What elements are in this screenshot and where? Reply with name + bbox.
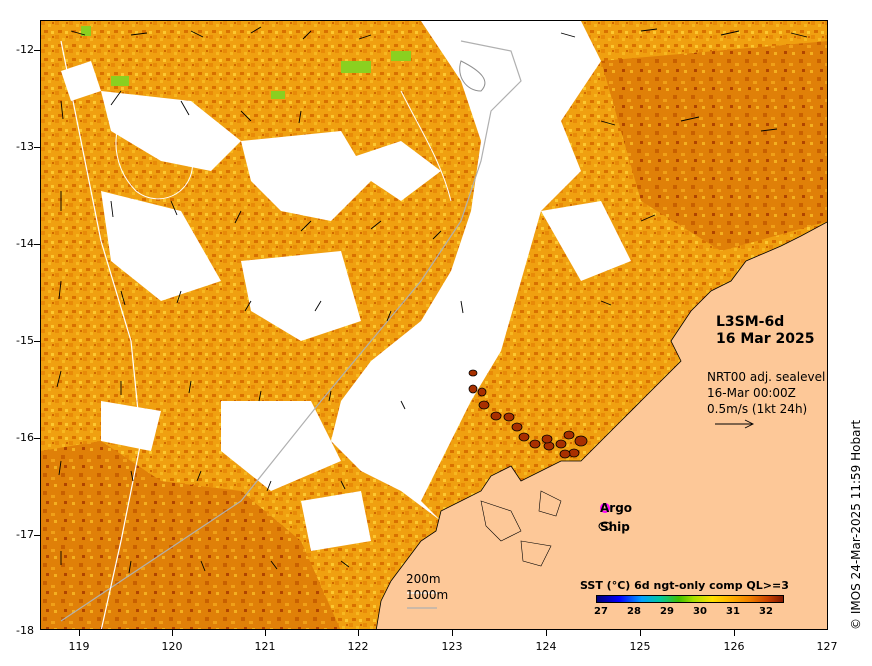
lon-tick-label: 119 xyxy=(68,640,90,653)
lat-tick-mark xyxy=(34,244,40,245)
current-vectors xyxy=(56,26,808,574)
colorbar-tick: 31 xyxy=(726,606,740,617)
lon-tick-mark xyxy=(358,630,359,636)
product-label: L3SM-6d 16 Mar 2025 xyxy=(716,314,814,348)
cloud-gaps xyxy=(61,21,631,551)
argo-label: Argo xyxy=(600,501,633,515)
lat-tick-label: -16 xyxy=(16,431,34,444)
lat-tick-label: -14 xyxy=(16,237,34,250)
colorbar-tick: 30 xyxy=(693,606,707,617)
current-scale: 0.5m/s (1kt 24h) xyxy=(707,402,808,416)
bathymetry-contours xyxy=(60,40,522,629)
lon-tick-label: 123 xyxy=(441,640,463,653)
current-source: NRT00 adj. sealevel xyxy=(707,370,826,384)
colorbar-title: SST (°C) 6d ngt-only comp QL>=3 xyxy=(580,579,789,592)
lon-tick-mark xyxy=(640,630,641,636)
lat-tick-label: -15 xyxy=(16,334,34,347)
lon-tick-mark xyxy=(265,630,266,636)
lon-tick-label: 121 xyxy=(254,640,276,653)
sst-colorbar xyxy=(596,595,784,603)
colorbar-tick: 28 xyxy=(627,606,641,617)
colorbar-tick: 27 xyxy=(594,606,608,617)
lon-tick-mark xyxy=(172,630,173,636)
lat-tick-label: -18 xyxy=(16,624,34,637)
lon-tick-label: 120 xyxy=(161,640,183,653)
lon-tick-label: 122 xyxy=(347,640,369,653)
colorbar-tick: 29 xyxy=(660,606,674,617)
lat-tick-label: -12 xyxy=(16,43,34,56)
contour-200m-label: 200m xyxy=(406,572,441,586)
lat-tick-mark xyxy=(34,50,40,51)
lat-tick-mark xyxy=(34,341,40,342)
lat-tick-label: -13 xyxy=(16,140,34,153)
lat-tick-label: -17 xyxy=(16,528,34,541)
lon-tick-mark xyxy=(452,630,453,636)
lon-tick-mark xyxy=(734,630,735,636)
coastal-islands xyxy=(480,490,562,567)
lon-tick-mark xyxy=(546,630,547,636)
lon-tick-label: 126 xyxy=(723,640,745,653)
argo-legend-marker xyxy=(600,503,610,513)
product-name: L3SM-6d xyxy=(716,314,785,330)
lon-tick-label: 127 xyxy=(816,640,838,653)
lon-tick-label: 124 xyxy=(535,640,557,653)
current-legend: NRT00 adj. sealevel 16-Mar 00:00Z 0.5m/s… xyxy=(707,369,825,417)
lon-tick-label: 125 xyxy=(629,640,651,653)
credit-text: © IMOS 24-Mar-2025 11:59 Hobart xyxy=(849,419,863,630)
product-date: 16 Mar 2025 xyxy=(716,331,815,347)
depth-legend: 200m 1000m xyxy=(406,571,448,603)
ship-label: Ship xyxy=(600,520,630,534)
sst-map xyxy=(40,20,828,630)
lat-tick-mark xyxy=(34,438,40,439)
lon-tick-mark xyxy=(79,630,80,636)
ship-legend-marker xyxy=(598,521,612,531)
colorbar-tick: 32 xyxy=(759,606,773,617)
ship-observations xyxy=(468,369,588,459)
lat-tick-mark xyxy=(34,535,40,536)
contour-1000m-label: 1000m xyxy=(406,588,449,602)
marker-legend: Argo Ship xyxy=(600,499,632,537)
current-scale-arrow xyxy=(715,419,755,429)
lat-tick-mark xyxy=(34,147,40,148)
sst-map-canvas xyxy=(41,21,827,629)
current-time: 16-Mar 00:00Z xyxy=(707,386,796,400)
warm-sst-region-east xyxy=(601,41,827,251)
